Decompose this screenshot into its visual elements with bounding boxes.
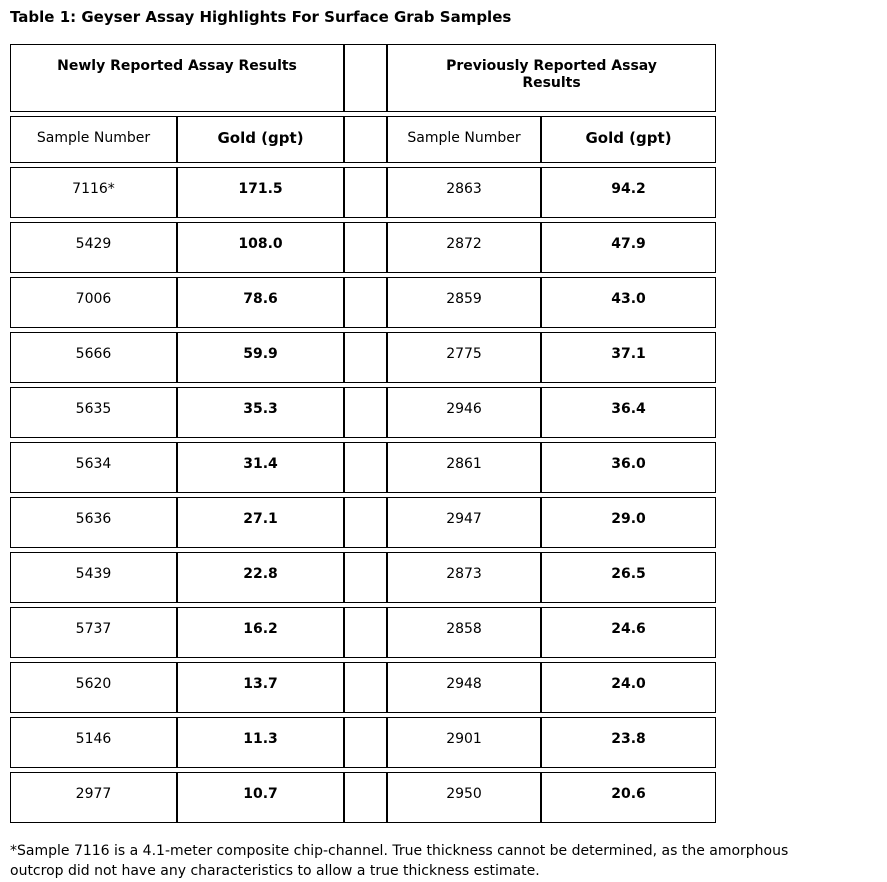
- spacer-cell: [344, 44, 388, 112]
- right-sample-number-cell: 2946: [387, 387, 542, 438]
- left-gold-value-cell: 35.3: [177, 387, 345, 438]
- right-sample-number-cell: 2947: [387, 497, 542, 548]
- left-gold-value-cell: 22.8: [177, 552, 345, 603]
- spacer-cell: [344, 332, 388, 383]
- page-title: Table 1: Geyser Assay Highlights For Sur…: [10, 8, 512, 26]
- left-gold-value-cell: 11.3: [177, 717, 345, 768]
- right-gold-value-cell: 36.4: [541, 387, 717, 438]
- left-gold-value-cell: 108.0: [177, 222, 345, 273]
- left-sample-number-cell: 7116*: [10, 167, 177, 218]
- left-gold-value-cell: 16.2: [177, 607, 345, 658]
- table-row: 5666 59.9 2775 37.1: [10, 332, 717, 383]
- spacer-cell: [344, 717, 388, 768]
- left-sample-number-cell: 5146: [10, 717, 177, 768]
- right-sample-number-column-header: Sample Number: [387, 116, 542, 163]
- right-gold-value-cell: 26.5: [541, 552, 717, 603]
- spacer-cell: [344, 222, 388, 273]
- left-gold-column-header: Gold (gpt): [177, 116, 345, 163]
- left-gold-value-cell: 27.1: [177, 497, 345, 548]
- right-sample-number-cell: 2873: [387, 552, 542, 603]
- left-sample-number-cell: 5439: [10, 552, 177, 603]
- right-gold-value-cell: 24.6: [541, 607, 717, 658]
- table-row: 5636 27.1 2947 29.0: [10, 497, 717, 548]
- left-gold-value-cell: 13.7: [177, 662, 345, 713]
- left-sample-number-cell: 5666: [10, 332, 177, 383]
- left-gold-value-cell: 10.7: [177, 772, 345, 823]
- left-gold-value-cell: 31.4: [177, 442, 345, 493]
- right-sample-number-cell: 2858: [387, 607, 542, 658]
- right-sample-number-cell: 2901: [387, 717, 542, 768]
- right-gold-value-cell: 94.2: [541, 167, 717, 218]
- spacer-cell: [344, 387, 388, 438]
- right-table-header-label: Previously Reported Assay Results: [446, 58, 657, 91]
- table-row: 5620 13.7 2948 24.0: [10, 662, 717, 713]
- spacer-cell: [344, 497, 388, 548]
- spacer-cell: [344, 607, 388, 658]
- spacer-cell: [344, 442, 388, 493]
- right-sample-number-cell: 2859: [387, 277, 542, 328]
- right-table-header: Previously Reported Assay Results: [387, 44, 717, 112]
- left-gold-value-cell: 59.9: [177, 332, 345, 383]
- column-header-row: Sample Number Gold (gpt) Sample Number G…: [10, 116, 717, 163]
- left-table-header: Newly Reported Assay Results: [10, 44, 345, 112]
- left-sample-number-cell: 7006: [10, 277, 177, 328]
- right-gold-value-cell: 29.0: [541, 497, 717, 548]
- left-sample-number-cell: 5634: [10, 442, 177, 493]
- spacer-cell: [344, 277, 388, 328]
- right-gold-value-cell: 36.0: [541, 442, 717, 493]
- left-table-header-label: Newly Reported Assay Results: [57, 58, 297, 74]
- left-sample-number-cell: 2977: [10, 772, 177, 823]
- right-gold-value-cell: 23.8: [541, 717, 717, 768]
- left-sample-number-cell: 5737: [10, 607, 177, 658]
- right-sample-number-cell: 2775: [387, 332, 542, 383]
- spacer-cell: [344, 167, 388, 218]
- right-gold-value-cell: 20.6: [541, 772, 717, 823]
- right-sample-number-cell: 2948: [387, 662, 542, 713]
- right-gold-value-cell: 47.9: [541, 222, 717, 273]
- right-gold-value-cell: 24.0: [541, 662, 717, 713]
- right-gold-column-header: Gold (gpt): [541, 116, 717, 163]
- table-row: 5634 31.4 2861 36.0: [10, 442, 717, 493]
- left-sample-number-cell: 5429: [10, 222, 177, 273]
- left-sample-number-cell: 5620: [10, 662, 177, 713]
- spacer-cell: [344, 552, 388, 603]
- right-sample-number-cell: 2950: [387, 772, 542, 823]
- table-row: 5146 11.3 2901 23.8: [10, 717, 717, 768]
- table-row: 5737 16.2 2858 24.6: [10, 607, 717, 658]
- table-row: 5429 108.0 2872 47.9: [10, 222, 717, 273]
- left-sample-number-column-header: Sample Number: [10, 116, 177, 163]
- spacer-cell: [344, 772, 388, 823]
- spacer-cell: [344, 116, 388, 163]
- table-row: 5439 22.8 2873 26.5: [10, 552, 717, 603]
- left-gold-value-cell: 171.5: [177, 167, 345, 218]
- assay-table: Newly Reported Assay Results Previously …: [10, 40, 717, 827]
- left-sample-number-cell: 5636: [10, 497, 177, 548]
- right-sample-number-cell: 2863: [387, 167, 542, 218]
- left-sample-number-cell: 5635: [10, 387, 177, 438]
- right-sample-number-cell: 2872: [387, 222, 542, 273]
- table-row: 7006 78.6 2859 43.0: [10, 277, 717, 328]
- left-gold-value-cell: 78.6: [177, 277, 345, 328]
- spacer-cell: [344, 662, 388, 713]
- table-row: 5635 35.3 2946 36.4: [10, 387, 717, 438]
- footnote: *Sample 7116 is a 4.1-meter composite ch…: [10, 843, 789, 879]
- right-sample-number-cell: 2861: [387, 442, 542, 493]
- table-row: 7116* 171.5 2863 94.2: [10, 167, 717, 218]
- right-gold-value-cell: 43.0: [541, 277, 717, 328]
- table-row: 2977 10.7 2950 20.6: [10, 772, 717, 823]
- right-gold-value-cell: 37.1: [541, 332, 717, 383]
- group-header-row: Newly Reported Assay Results Previously …: [10, 44, 717, 112]
